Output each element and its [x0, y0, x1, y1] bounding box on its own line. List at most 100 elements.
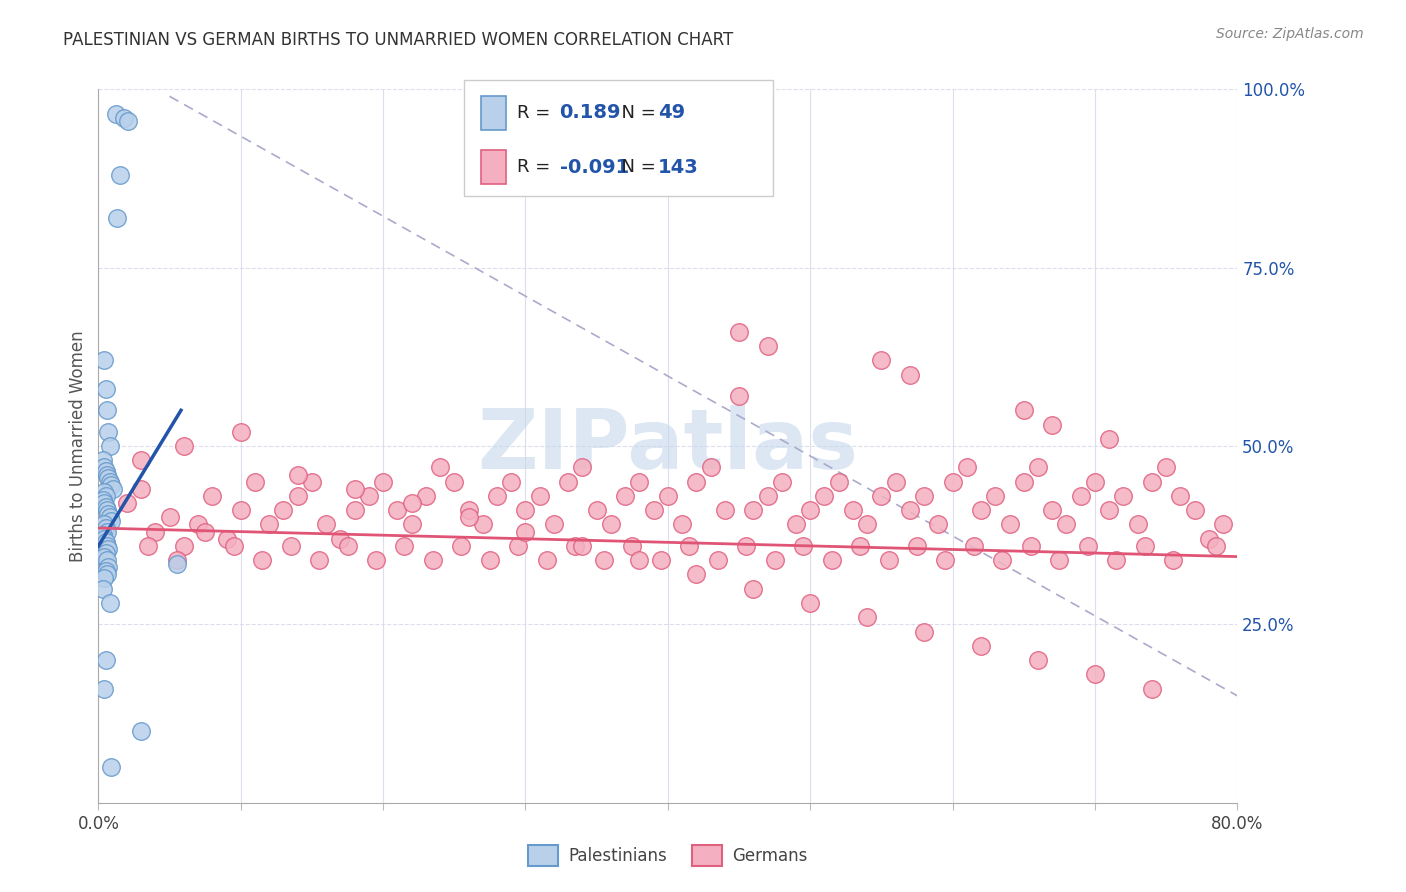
Point	[343, 503, 366, 517]
Point	[515, 524, 537, 539]
Point	[100, 760, 122, 774]
Point	[401, 496, 423, 510]
Point	[301, 475, 323, 489]
Point	[585, 503, 607, 517]
Point	[97, 542, 120, 557]
Point	[194, 524, 217, 539]
Point	[557, 475, 579, 489]
Point	[785, 517, 807, 532]
Point	[94, 535, 117, 549]
Point	[536, 553, 558, 567]
Point	[94, 564, 117, 578]
Point	[336, 539, 359, 553]
Text: 143: 143	[658, 158, 699, 177]
Point	[828, 475, 851, 489]
Point	[714, 503, 737, 517]
Point	[927, 517, 949, 532]
Point	[97, 507, 120, 521]
Point	[1198, 532, 1220, 546]
Point	[1170, 489, 1192, 503]
Text: PALESTINIAN VS GERMAN BIRTHS TO UNMARRIED WOMEN CORRELATION CHART: PALESTINIAN VS GERMAN BIRTHS TO UNMARRIE…	[63, 31, 734, 49]
Point	[96, 553, 118, 567]
Point	[1105, 553, 1128, 567]
Point	[592, 553, 614, 567]
Point	[478, 553, 501, 567]
Point	[685, 475, 707, 489]
Point	[984, 489, 1007, 503]
Point	[912, 489, 935, 503]
Point	[813, 489, 835, 503]
Point	[93, 571, 115, 585]
Point	[243, 475, 266, 489]
Point	[671, 517, 693, 532]
Point	[756, 339, 779, 353]
Point	[934, 553, 956, 567]
Point	[387, 503, 409, 517]
Point	[1133, 539, 1156, 553]
Point	[104, 107, 127, 121]
Text: 0.189: 0.189	[560, 103, 621, 122]
Point	[678, 539, 700, 553]
Point	[621, 539, 644, 553]
Point	[93, 532, 115, 546]
Point	[1040, 417, 1063, 432]
Point	[129, 724, 152, 739]
Point	[699, 460, 721, 475]
Point	[912, 624, 935, 639]
Y-axis label: Births to Unmarried Women: Births to Unmarried Women	[69, 330, 87, 562]
Point	[93, 496, 115, 510]
Point	[93, 549, 115, 564]
Point	[543, 517, 565, 532]
Point	[849, 539, 872, 553]
Point	[343, 482, 366, 496]
Point	[250, 553, 273, 567]
Point	[91, 492, 114, 507]
Text: Source: ZipAtlas.com: Source: ZipAtlas.com	[1216, 27, 1364, 41]
Point	[1084, 667, 1107, 681]
Point	[222, 539, 245, 553]
Legend: Palestinians, Germans: Palestinians, Germans	[522, 838, 814, 873]
Point	[529, 489, 551, 503]
Point	[1019, 539, 1042, 553]
Point	[98, 596, 121, 610]
Point	[735, 539, 758, 553]
Point	[770, 475, 793, 489]
Point	[657, 489, 679, 503]
Point	[1012, 475, 1035, 489]
Point	[970, 503, 993, 517]
Point	[956, 460, 979, 475]
Point	[799, 503, 821, 517]
Point	[94, 464, 117, 478]
Point	[94, 500, 117, 514]
Point	[159, 510, 181, 524]
Point	[401, 517, 423, 532]
Point	[628, 553, 651, 567]
Point	[166, 557, 188, 571]
Point	[96, 467, 118, 482]
Point	[1070, 489, 1092, 503]
Point	[564, 539, 586, 553]
Point	[457, 510, 479, 524]
Point	[166, 553, 188, 567]
Point	[100, 478, 122, 492]
Point	[93, 485, 115, 500]
Point	[315, 517, 337, 532]
Point	[173, 439, 195, 453]
Point	[728, 325, 751, 339]
Point	[100, 514, 122, 528]
Point	[515, 503, 537, 517]
Point	[508, 539, 530, 553]
Point	[842, 503, 865, 517]
Point	[329, 532, 352, 546]
Point	[1140, 681, 1163, 696]
Point	[1026, 460, 1049, 475]
Point	[628, 475, 651, 489]
Point	[870, 353, 893, 368]
Point	[728, 389, 751, 403]
Text: R =: R =	[517, 103, 557, 121]
Point	[93, 460, 115, 475]
Point	[486, 489, 509, 503]
Point	[287, 489, 309, 503]
Point	[970, 639, 993, 653]
Point	[129, 453, 152, 467]
